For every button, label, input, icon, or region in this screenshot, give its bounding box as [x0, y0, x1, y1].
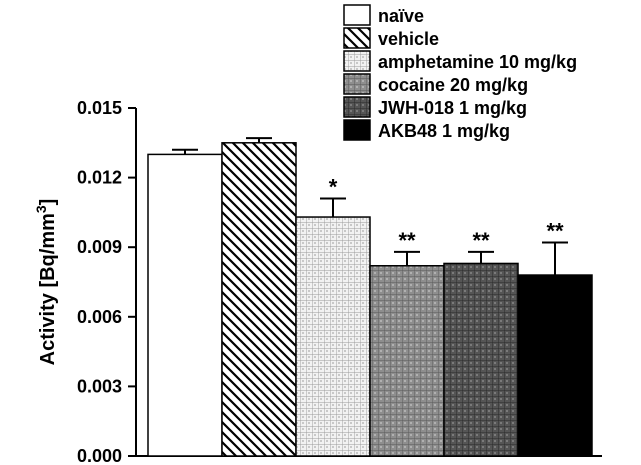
legend-label: naïve: [378, 6, 424, 26]
legend-swatch: [343, 119, 371, 141]
y-tick-label: 0.000: [77, 446, 122, 465]
y-tick-label: 0.015: [77, 98, 122, 118]
bar: [369, 265, 445, 457]
significance-marker: **: [546, 219, 564, 244]
bar: [147, 153, 223, 457]
legend-swatch: [343, 4, 371, 26]
bar: [221, 142, 297, 457]
legend-swatch: [343, 73, 371, 95]
significance-marker: *: [329, 174, 338, 199]
bar: [295, 216, 371, 457]
y-tick-label: 0.006: [77, 307, 122, 327]
legend-label: AKB48 1 mg/kg: [378, 121, 510, 141]
significance-marker: **: [398, 228, 416, 253]
bar: [443, 262, 519, 457]
bar: [517, 274, 593, 457]
legend-swatch: [343, 96, 371, 118]
legend-label: vehicle: [378, 29, 439, 49]
legend-swatch: [343, 50, 371, 72]
legend-label: JWH-018 1 mg/kg: [378, 98, 527, 118]
legend-swatch: [343, 27, 371, 49]
y-axis-label: Activity [Bq/mm3]: [33, 199, 59, 366]
legend-label: amphetamine 10 mg/kg: [378, 52, 577, 72]
y-tick-label: 0.009: [77, 237, 122, 257]
legend-label: cocaine 20 mg/kg: [378, 75, 528, 95]
y-tick-label: 0.003: [77, 376, 122, 396]
legend: naïve vehicle amphetamine 10 mg/kg cocaine …: [343, 4, 577, 141]
significance-marker: **: [472, 228, 490, 253]
y-ticks: 0.000 0.003 0.006 0.009 0.012 0.015: [77, 98, 136, 465]
y-tick-label: 0.012: [77, 168, 122, 188]
bars: *** ** **: [147, 137, 593, 457]
